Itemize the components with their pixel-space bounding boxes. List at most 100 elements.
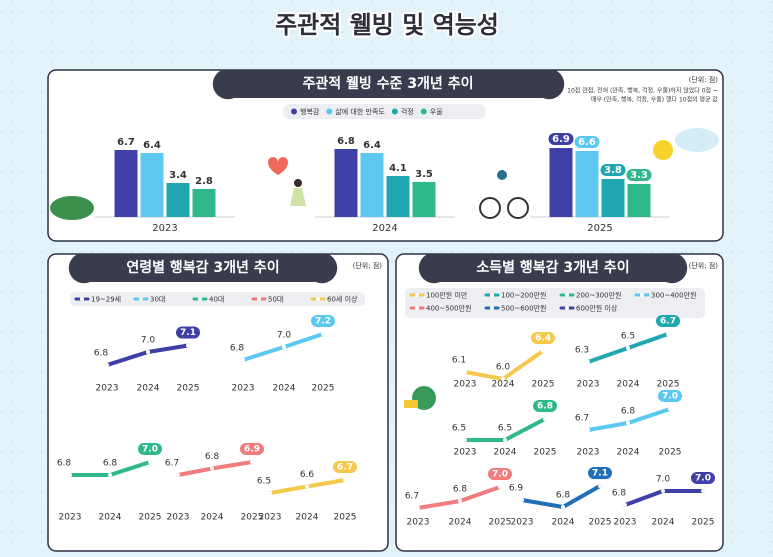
legend-marker xyxy=(640,293,644,297)
value-label: 7.0 xyxy=(662,392,678,402)
point xyxy=(661,489,665,493)
value-label: 3.3 xyxy=(630,170,648,181)
value-label: 6.7 xyxy=(405,492,419,502)
value-label: 7.1 xyxy=(592,469,608,479)
legend-marker xyxy=(565,293,569,297)
value-label: 6.9 xyxy=(244,445,260,455)
legend-marker xyxy=(490,293,494,297)
bar xyxy=(627,184,651,217)
legend-label: 40대 xyxy=(209,296,224,304)
point xyxy=(598,484,602,488)
bar xyxy=(360,153,384,217)
point xyxy=(186,343,190,348)
value-label: 6.5 xyxy=(498,424,512,434)
value-label: 6.7 xyxy=(575,414,589,424)
value-pill xyxy=(311,315,335,327)
point xyxy=(105,363,109,367)
point xyxy=(305,484,309,489)
value-pill xyxy=(176,326,200,339)
legend-label: 우울 xyxy=(430,108,443,116)
x-tick-label: 2024 xyxy=(449,518,472,528)
point xyxy=(148,460,152,464)
x-tick-label: 2025 xyxy=(587,223,612,234)
value-label: 6.9 xyxy=(509,484,524,494)
point xyxy=(416,506,420,510)
value-label: 6.8 xyxy=(621,407,636,417)
bike xyxy=(479,197,501,219)
walker xyxy=(290,188,306,206)
point xyxy=(250,460,254,464)
chart-title: 주관적 웰빙 수준 3개년 추이 xyxy=(303,75,474,92)
value-label: 2.8 xyxy=(195,176,213,187)
panel-tab xyxy=(68,254,338,284)
x-tick-label: 2024 xyxy=(552,518,575,528)
coins xyxy=(404,400,418,408)
legend-marker xyxy=(420,108,427,115)
x-tick-label: 2023 xyxy=(167,513,190,523)
value-pill xyxy=(488,468,512,480)
point xyxy=(463,370,467,374)
bar xyxy=(114,150,138,217)
bar xyxy=(192,189,216,217)
legend-marker xyxy=(490,306,494,310)
chart-title: 연령별 행복감 3개년 추이 xyxy=(126,259,279,276)
value-label: 6.6 xyxy=(578,137,596,148)
legend-marker xyxy=(139,297,143,301)
x-tick-label: 2024 xyxy=(372,223,397,234)
legend-marker xyxy=(316,297,320,301)
walker xyxy=(294,179,302,187)
value-label: 6.4 xyxy=(143,140,161,151)
point xyxy=(666,332,670,336)
x-tick-label: 2024 xyxy=(617,380,640,390)
value-label: 6.8 xyxy=(337,136,355,147)
x-tick-label: 2025 xyxy=(659,448,682,458)
value-pill xyxy=(333,461,357,473)
value-label: 6.3 xyxy=(575,346,589,356)
value-label: 3.8 xyxy=(604,165,622,176)
unit-label: (단위: 점) xyxy=(689,75,719,84)
legend-label: 200~300만원 xyxy=(576,291,621,300)
legend-marker xyxy=(391,108,398,115)
point xyxy=(241,358,245,362)
x-tick-label: 2025 xyxy=(334,513,357,523)
point xyxy=(210,466,214,471)
value-pill xyxy=(588,467,612,479)
panel-tab xyxy=(212,70,565,100)
legend-label: 100만원 미만 xyxy=(426,291,468,300)
legend-label: 삶에 대한 만족도 xyxy=(335,107,385,116)
x-tick-label: 2025 xyxy=(139,513,162,523)
legend-marker xyxy=(198,297,202,301)
legend-label: 600만원 이상 xyxy=(576,304,618,313)
x-tick-label: 2024 xyxy=(201,513,224,523)
value-label: 6.0 xyxy=(496,363,511,373)
value-label: 3.4 xyxy=(169,170,187,181)
x-tick-label: 2025 xyxy=(241,513,264,523)
point xyxy=(541,349,545,353)
point xyxy=(626,421,630,425)
point xyxy=(282,345,286,349)
bush xyxy=(50,196,94,220)
value-label: 6.4 xyxy=(363,140,381,151)
x-tick-label: 2023 xyxy=(407,518,430,528)
x-tick-label: 2024 xyxy=(617,448,640,458)
bike xyxy=(507,197,529,219)
x-tick-label: 2025 xyxy=(532,380,555,390)
value-pill xyxy=(533,400,557,412)
point xyxy=(463,438,467,442)
point xyxy=(146,350,150,354)
x-tick-label: 2023 xyxy=(59,513,82,523)
value-label: 6.8 xyxy=(612,489,627,499)
value-label: 7.0 xyxy=(142,445,158,455)
legend-label: 행복감 xyxy=(300,107,320,116)
x-tick-label: 2024 xyxy=(492,380,515,390)
x-tick-label: 2023 xyxy=(511,518,534,528)
legend-marker xyxy=(291,108,297,115)
x-tick-label: 2025 xyxy=(489,518,512,528)
value-label: 6.7 xyxy=(660,317,676,327)
point xyxy=(668,407,672,411)
value-pill xyxy=(600,164,626,176)
x-tick-label: 2023 xyxy=(152,223,177,234)
unit-label: (단위: 점) xyxy=(353,261,383,270)
x-tick-label: 2023 xyxy=(454,380,477,390)
